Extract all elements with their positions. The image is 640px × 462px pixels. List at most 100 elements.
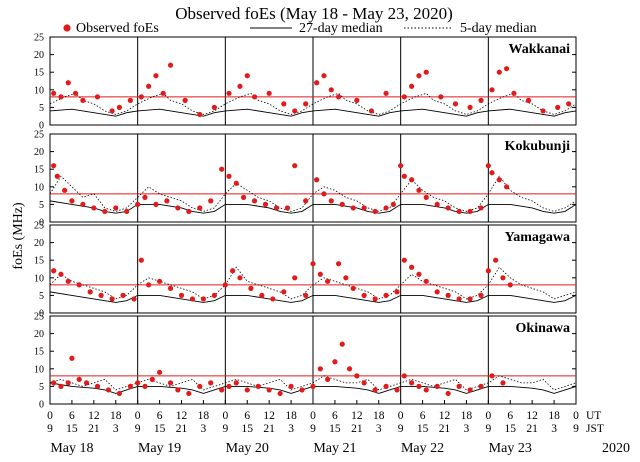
observed-point bbox=[314, 80, 320, 86]
observed-point bbox=[314, 177, 320, 183]
observed-point bbox=[310, 383, 316, 389]
jst-tick-label: 21 bbox=[263, 423, 275, 435]
observed-point bbox=[233, 380, 239, 386]
ut-tick-label: 18 bbox=[461, 410, 473, 422]
panel-kokubunji: 0 5 10 15 20 25 Kokubunji bbox=[34, 130, 577, 229]
ut-tick-label: 6 bbox=[332, 410, 338, 422]
observed-point bbox=[175, 205, 181, 211]
observed-point bbox=[303, 292, 309, 298]
observed-point bbox=[416, 187, 422, 193]
observed-point bbox=[566, 101, 572, 107]
observed-point bbox=[91, 205, 97, 211]
observed-point bbox=[346, 366, 353, 372]
station-label: Kokubunji bbox=[505, 139, 570, 154]
y-tick-label: 5 bbox=[39, 291, 44, 302]
ut-tick-label: 12 bbox=[351, 410, 363, 422]
observed-point bbox=[409, 177, 415, 183]
y-tick-label: 15 bbox=[34, 165, 44, 176]
observed-point bbox=[146, 282, 152, 288]
observed-point bbox=[69, 355, 75, 361]
ut-tick-label: 0 bbox=[398, 410, 404, 422]
observed-point bbox=[361, 292, 367, 298]
observed-point bbox=[167, 285, 174, 291]
observed-point bbox=[445, 390, 451, 397]
panel-okinawa: 0 5 10 15 20 25 Okinawa bbox=[34, 312, 577, 411]
jst-tick-label: 15 bbox=[505, 423, 517, 435]
observed-point bbox=[303, 198, 309, 204]
observed-point bbox=[211, 104, 217, 110]
jst-tick-label: 3 bbox=[464, 423, 470, 435]
day-label: May 20 bbox=[226, 441, 269, 456]
observed-point bbox=[292, 275, 298, 281]
observed-point bbox=[222, 282, 228, 288]
observed-point bbox=[186, 390, 192, 397]
jst-tick-label: 3 bbox=[376, 423, 382, 435]
observed-point bbox=[354, 373, 360, 379]
observed-point bbox=[259, 292, 265, 298]
ut-tick-label: 12 bbox=[439, 410, 451, 422]
year-label: 2020 bbox=[602, 441, 630, 456]
y-tick-label: 15 bbox=[34, 347, 44, 358]
observed-point bbox=[237, 83, 243, 89]
observed-point bbox=[317, 366, 323, 372]
ut-tick-label: 18 bbox=[373, 410, 385, 422]
observed-point bbox=[507, 282, 513, 288]
observed-point bbox=[423, 387, 429, 393]
observed-point bbox=[262, 201, 269, 207]
observed-point bbox=[500, 275, 506, 281]
observed-point bbox=[321, 191, 327, 197]
observed-point bbox=[310, 261, 316, 267]
observed-point bbox=[182, 97, 188, 103]
observed-point bbox=[237, 275, 243, 281]
chart-title: Observed foEs (May 18 - May 23, 2020) bbox=[175, 4, 453, 23]
observed-point bbox=[58, 383, 64, 389]
legend-median5-label: 5-day median bbox=[460, 21, 537, 36]
station-label: Yamagawa bbox=[505, 230, 570, 245]
observed-point bbox=[438, 94, 444, 100]
observed-point bbox=[401, 94, 407, 100]
ut-tick-label: 6 bbox=[69, 410, 75, 422]
ut-tick-label: 0 bbox=[310, 410, 316, 422]
observed-point bbox=[485, 163, 491, 169]
ut-tick-label: 6 bbox=[157, 410, 163, 422]
jst-tick-label: 3 bbox=[113, 423, 119, 435]
observed-point bbox=[131, 296, 137, 302]
observed-point bbox=[54, 173, 60, 179]
observed-point bbox=[354, 97, 360, 103]
observed-point bbox=[266, 90, 272, 96]
observed-point bbox=[80, 97, 86, 103]
observed-point bbox=[208, 380, 214, 386]
observed-point bbox=[434, 201, 440, 207]
day-label: May 18 bbox=[50, 441, 93, 456]
observed-point bbox=[478, 205, 484, 211]
ut-tick-label: 18 bbox=[548, 410, 560, 422]
y-tick-label: 25 bbox=[34, 130, 44, 141]
observed-point bbox=[372, 387, 378, 393]
observed-point bbox=[361, 380, 367, 386]
observed-point bbox=[87, 289, 93, 295]
observed-point bbox=[383, 205, 389, 211]
observed-point bbox=[120, 292, 126, 298]
observed-point bbox=[105, 387, 112, 393]
observed-point bbox=[116, 104, 123, 110]
ut-tick-label: 0 bbox=[47, 410, 53, 422]
observed-point bbox=[434, 383, 440, 389]
observed-point bbox=[127, 383, 133, 389]
observed-point bbox=[226, 383, 232, 389]
ut-tick-label: 12 bbox=[526, 410, 538, 422]
jst-tick-label: 21 bbox=[439, 423, 451, 435]
observed-point bbox=[51, 380, 57, 386]
day-label: May 22 bbox=[401, 441, 444, 456]
observed-point bbox=[281, 289, 287, 295]
observed-point bbox=[167, 62, 174, 68]
observed-point bbox=[270, 296, 276, 302]
observed-point bbox=[496, 69, 502, 75]
y-tick-label: 15 bbox=[34, 256, 44, 267]
observed-point bbox=[135, 201, 141, 207]
observed-point bbox=[109, 296, 115, 302]
observed-point bbox=[478, 383, 484, 389]
observed-point bbox=[401, 257, 407, 263]
observed-point bbox=[116, 390, 123, 397]
observed-point bbox=[72, 90, 79, 96]
observed-point bbox=[200, 296, 207, 302]
